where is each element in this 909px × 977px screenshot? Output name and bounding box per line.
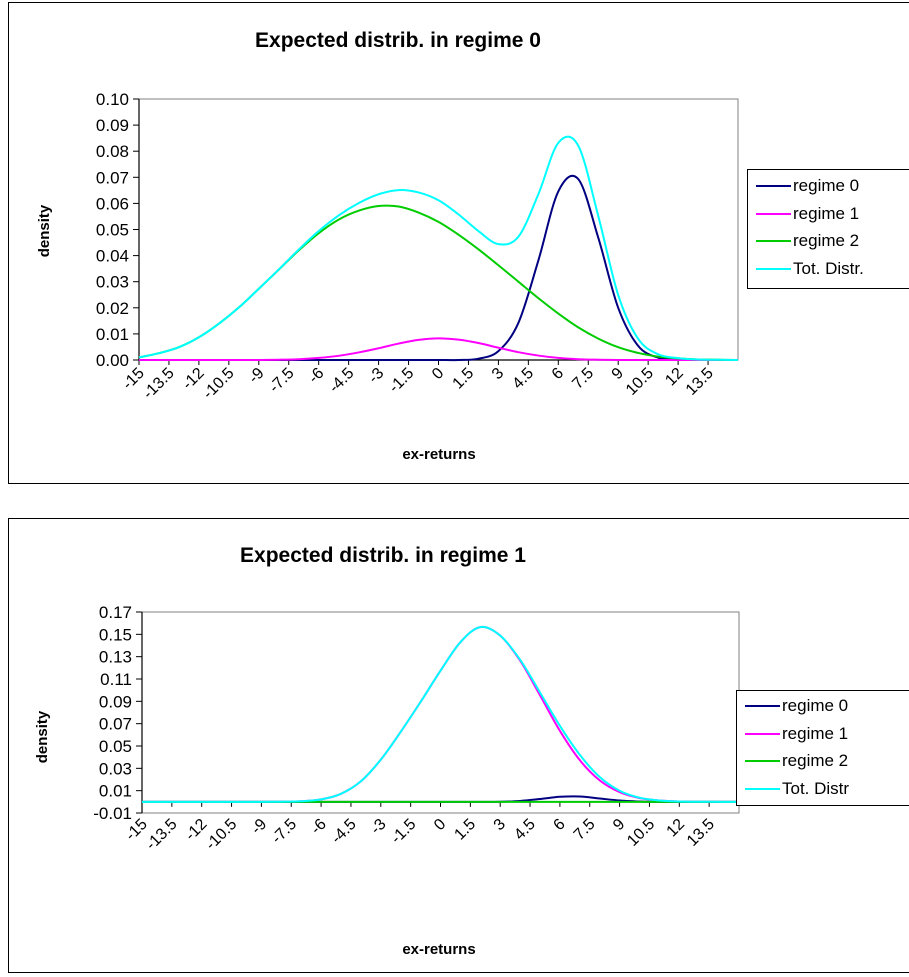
legend-swatch bbox=[745, 732, 780, 735]
legend-label: regime 0 bbox=[782, 696, 849, 715]
legend-swatch bbox=[745, 705, 780, 707]
x-tick-label: 9 bbox=[610, 816, 628, 834]
legend-swatch bbox=[756, 212, 791, 215]
legend-label: Tot. Distr bbox=[782, 778, 850, 798]
x-tick-label: -10.5 bbox=[200, 365, 238, 403]
chart-regime-1: Expected distrib. in regime 1 density ex… bbox=[8, 518, 909, 973]
y-tick-label: 0.15 bbox=[99, 625, 132, 644]
x-tick-label: 9 bbox=[609, 365, 627, 383]
legend-item: regime 2 bbox=[756, 229, 859, 253]
x-tick-label: -3 bbox=[368, 816, 390, 838]
chart-regime-0: Expected distrib. in regime 0 density ex… bbox=[8, 2, 909, 484]
legend-label: regime 1 bbox=[793, 203, 860, 223]
series-line-regime-2 bbox=[138, 204, 739, 361]
x-tick-label: -4.5 bbox=[328, 816, 360, 848]
series-line-regime-1 bbox=[142, 625, 740, 803]
legend-label: regime 0 bbox=[793, 176, 860, 195]
x-tick-label: -9 bbox=[248, 816, 270, 838]
legend: regime 0 regime 1 regime 2 Tot. Distr. bbox=[747, 169, 909, 289]
y-tick-label: 0.03 bbox=[96, 273, 129, 292]
x-tick-label: 10.5 bbox=[623, 365, 657, 399]
x-tick-label: 6 bbox=[549, 365, 567, 383]
y-tick-label: 0.01 bbox=[96, 325, 129, 344]
x-tick-label: 4.5 bbox=[509, 365, 537, 393]
y-tick-label: -0.01 bbox=[93, 804, 132, 823]
y-tick-label: 0.05 bbox=[96, 221, 129, 240]
y-tick-label: 0.05 bbox=[99, 737, 132, 756]
legend-item: regime 1 bbox=[756, 202, 859, 226]
x-tick-label: -1.5 bbox=[386, 365, 418, 397]
x-tick-label: -6 bbox=[305, 365, 327, 387]
x-axis-label: ex-returns bbox=[402, 941, 475, 958]
x-tick-label: -7.5 bbox=[266, 365, 298, 397]
x-tick-label: 7.5 bbox=[569, 365, 597, 393]
y-tick-label: 0.06 bbox=[96, 194, 129, 213]
legend-swatch bbox=[756, 240, 791, 242]
legend-swatch bbox=[756, 185, 791, 187]
series-line-tot-distr bbox=[138, 135, 739, 361]
x-tick-label: 0 bbox=[431, 816, 449, 834]
x-tick-label: 7.5 bbox=[571, 816, 599, 844]
plot-area bbox=[138, 98, 739, 361]
series-line-regime-1 bbox=[139, 337, 738, 362]
x-tick-label: 0 bbox=[429, 365, 447, 383]
legend-swatch bbox=[756, 267, 791, 270]
plot-area bbox=[141, 611, 740, 814]
x-tick-label: 13.5 bbox=[683, 365, 717, 399]
legend-item: regime 0 bbox=[745, 694, 848, 718]
legend-item: Tot. Distr. bbox=[756, 257, 864, 281]
y-tick-label: 0.03 bbox=[99, 759, 132, 778]
x-tick-label: -10.5 bbox=[203, 816, 241, 854]
chart-title: Expected distrib. in regime 1 bbox=[240, 544, 526, 567]
y-axis-label: density bbox=[36, 204, 53, 257]
x-tick-label: 10.5 bbox=[624, 816, 658, 850]
y-tick-label: 0.09 bbox=[96, 116, 129, 135]
x-tick-label: -1.5 bbox=[388, 816, 420, 848]
y-tick-label: 0.07 bbox=[96, 168, 129, 187]
x-tick-label: 1.5 bbox=[451, 816, 479, 844]
series-line-tot-distr bbox=[142, 625, 740, 803]
legend-item: regime 2 bbox=[745, 749, 848, 773]
x-axis-label: ex-returns bbox=[402, 446, 475, 463]
x-tick-label: -4.5 bbox=[326, 365, 358, 397]
legend-label: regime 1 bbox=[782, 723, 849, 743]
y-tick-label: 0.08 bbox=[96, 142, 129, 161]
x-tick-label: 3 bbox=[491, 816, 509, 834]
chart-regime-0-plot: Expected distrib. in regime 0 density ex… bbox=[36, 29, 739, 463]
x-tick-label: 6 bbox=[550, 816, 568, 834]
legend-item: regime 1 bbox=[745, 722, 848, 746]
x-tick-label: -7.5 bbox=[269, 816, 301, 848]
y-tick-label: 0.02 bbox=[96, 299, 129, 318]
chart-regime-1-plot: Expected distrib. in regime 1 density ex… bbox=[34, 544, 740, 958]
legend: regime 0 regime 1 regime 2 Tot. Distr bbox=[736, 690, 909, 806]
legend-label: Tot. Distr. bbox=[793, 258, 864, 278]
chart-title: Expected distrib. in regime 0 bbox=[255, 29, 541, 52]
legend-item: regime 0 bbox=[756, 174, 859, 198]
legend-swatch bbox=[745, 760, 780, 762]
y-tick-label: 0.09 bbox=[99, 692, 132, 711]
y-tick-label: 0.04 bbox=[96, 247, 129, 266]
x-tick-label: 1.5 bbox=[450, 365, 478, 393]
x-tick-label: -3 bbox=[365, 365, 387, 387]
legend-label: regime 2 bbox=[782, 751, 849, 770]
x-tick-label: 3 bbox=[489, 365, 507, 383]
y-tick-label: 0.00 bbox=[96, 351, 129, 370]
y-tick-label: 0.17 bbox=[99, 603, 132, 622]
legend-swatch bbox=[745, 787, 780, 790]
y-tick-label: 0.13 bbox=[99, 648, 132, 667]
x-tick-label: -6 bbox=[308, 816, 330, 838]
legend-item: Tot. Distr bbox=[745, 777, 849, 801]
x-tick-label: -13.5 bbox=[140, 365, 178, 403]
x-tick-label: 13.5 bbox=[684, 816, 718, 850]
x-tick-label: -9 bbox=[246, 365, 268, 387]
y-tick-label: 0.01 bbox=[99, 782, 132, 801]
x-tick-label: -13.5 bbox=[143, 816, 181, 854]
series-line-regime-0 bbox=[139, 174, 738, 362]
x-tick-label: 4.5 bbox=[511, 816, 539, 844]
y-axis-label: density bbox=[34, 710, 51, 763]
legend-label: regime 2 bbox=[793, 231, 860, 250]
y-tick-label: 0.07 bbox=[99, 715, 132, 734]
y-tick-label: 0.10 bbox=[96, 90, 129, 109]
y-tick-label: 0.11 bbox=[100, 670, 132, 689]
